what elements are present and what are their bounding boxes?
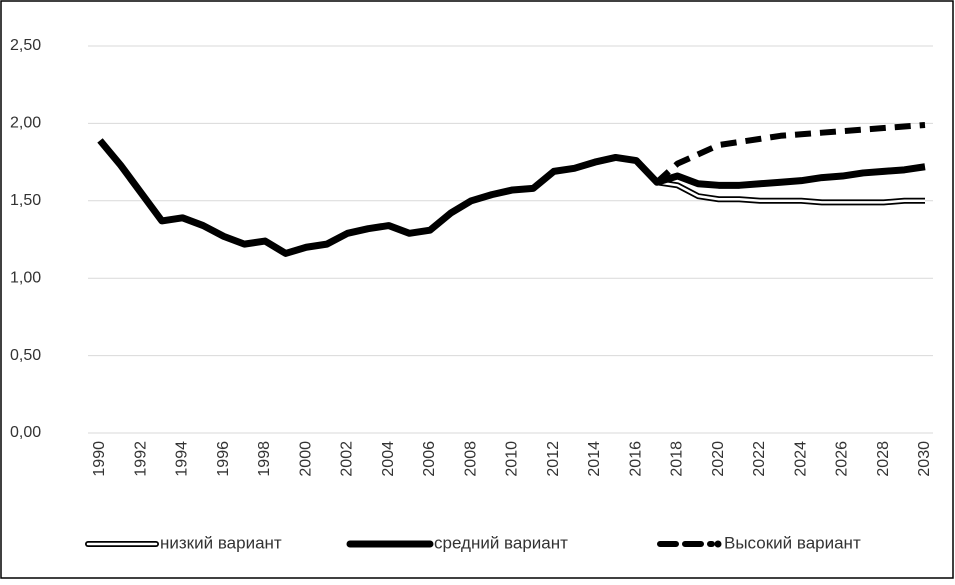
legend-label: Высокий вариант	[724, 533, 861, 552]
legend-label: низкий вариант	[160, 533, 282, 552]
series-line	[97, 138, 926, 257]
y-tick-label: 2,50	[10, 37, 41, 54]
x-tick-label: 2000	[297, 441, 314, 477]
y-tick-label: 0,50	[10, 347, 41, 364]
x-tick-label: 2024	[792, 441, 809, 477]
y-tick-label: 1,00	[10, 269, 41, 286]
legend-label: средний вариант	[434, 533, 568, 552]
y-tick-label: 0,00	[10, 424, 41, 441]
series-line	[654, 121, 926, 185]
x-tick-label: 2020	[710, 441, 727, 477]
x-tick-label: 1990	[91, 441, 108, 477]
x-tick-label: 2022	[751, 441, 768, 477]
x-tick-label: 2016	[627, 441, 644, 477]
legend-marker	[714, 540, 722, 548]
y-tick-label: 2,00	[10, 115, 41, 132]
x-tick-label: 1996	[215, 441, 232, 477]
x-tick-label: 2006	[421, 441, 438, 477]
x-tick-label: 2008	[462, 441, 479, 477]
x-tick-label: 1992	[132, 441, 149, 477]
x-tick-label: 2014	[586, 441, 603, 477]
x-tick-label: 2030	[916, 441, 933, 477]
series-line	[656, 180, 925, 204]
x-tick-label: 2028	[875, 441, 892, 477]
x-tick-label: 2012	[545, 441, 562, 477]
x-tick-label: 1994	[174, 441, 191, 477]
x-tick-label: 2004	[380, 441, 397, 477]
y-tick-label: 1,50	[10, 192, 41, 209]
x-tick-label: 2002	[339, 441, 356, 477]
x-tick-label: 1998	[256, 441, 273, 477]
x-tick-label: 2026	[834, 441, 851, 477]
x-tick-label: 2010	[504, 441, 521, 477]
x-tick-label: 2018	[669, 441, 686, 477]
